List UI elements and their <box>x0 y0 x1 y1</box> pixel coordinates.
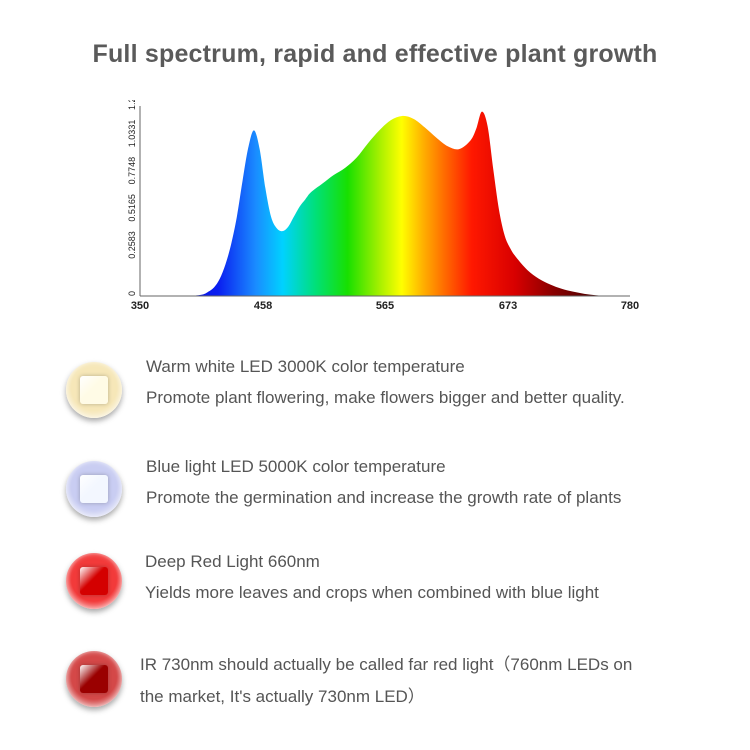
feature-item: Deep Red Light 660nm Yields more leaves a… <box>0 0 750 609</box>
feature-title: Deep Red Light 660nm <box>145 552 320 571</box>
x-tick-label: 673 <box>499 300 517 312</box>
feature-title: Warm white LED 3000K color temperature <box>146 357 465 376</box>
led-chip <box>80 567 108 595</box>
spectrum-chart: 350 458 565 673 780 0 0.2583 0.5165 0.7748 1.0331… <box>127 100 639 312</box>
feature-description: Yields more leaves and crops when combin… <box>145 583 599 602</box>
far-red-led-icon <box>66 651 122 707</box>
led-chip <box>80 665 108 693</box>
spectrum-area <box>191 111 608 296</box>
led-chip <box>80 475 108 503</box>
feature-item: Warm white LED 3000K color temperature Pr… <box>0 0 750 418</box>
deep-red-led-icon <box>66 553 122 609</box>
x-tick-label: 780 <box>621 300 639 312</box>
feature-description: Promote plant flowering, make flowers bi… <box>146 388 625 407</box>
feature-description: the market, It's actually 730nm LED） <box>140 687 425 706</box>
feature-title: Blue light LED 5000K color temperature <box>146 457 446 476</box>
feature-title: IR 730nm should actually be called far r… <box>140 655 633 674</box>
x-tick-label: 350 <box>131 300 149 312</box>
led-chip <box>80 376 108 404</box>
warm-white-led-icon <box>66 362 122 418</box>
y-tick-label: 0.7748 <box>127 157 137 185</box>
x-tick-label: 565 <box>376 300 394 312</box>
blue-light-led-icon <box>66 461 122 517</box>
feature-item: Blue light LED 5000K color temperature Pr… <box>0 0 750 517</box>
y-tick-label: 0 <box>127 291 137 296</box>
y-tick-label: 0.2583 <box>127 231 137 259</box>
feature-description: Promote the germination and increase the… <box>146 488 622 507</box>
page-title: Full spectrum, rapid and effective plant… <box>92 40 658 68</box>
y-tick-label: 0.5165 <box>127 194 137 222</box>
y-tick-label: 1.0331 <box>127 120 137 148</box>
y-tick-label: 1.2914 <box>127 100 137 110</box>
x-tick-label: 458 <box>254 300 272 312</box>
feature-item: IR 730nm should actually be called far r… <box>0 0 750 707</box>
